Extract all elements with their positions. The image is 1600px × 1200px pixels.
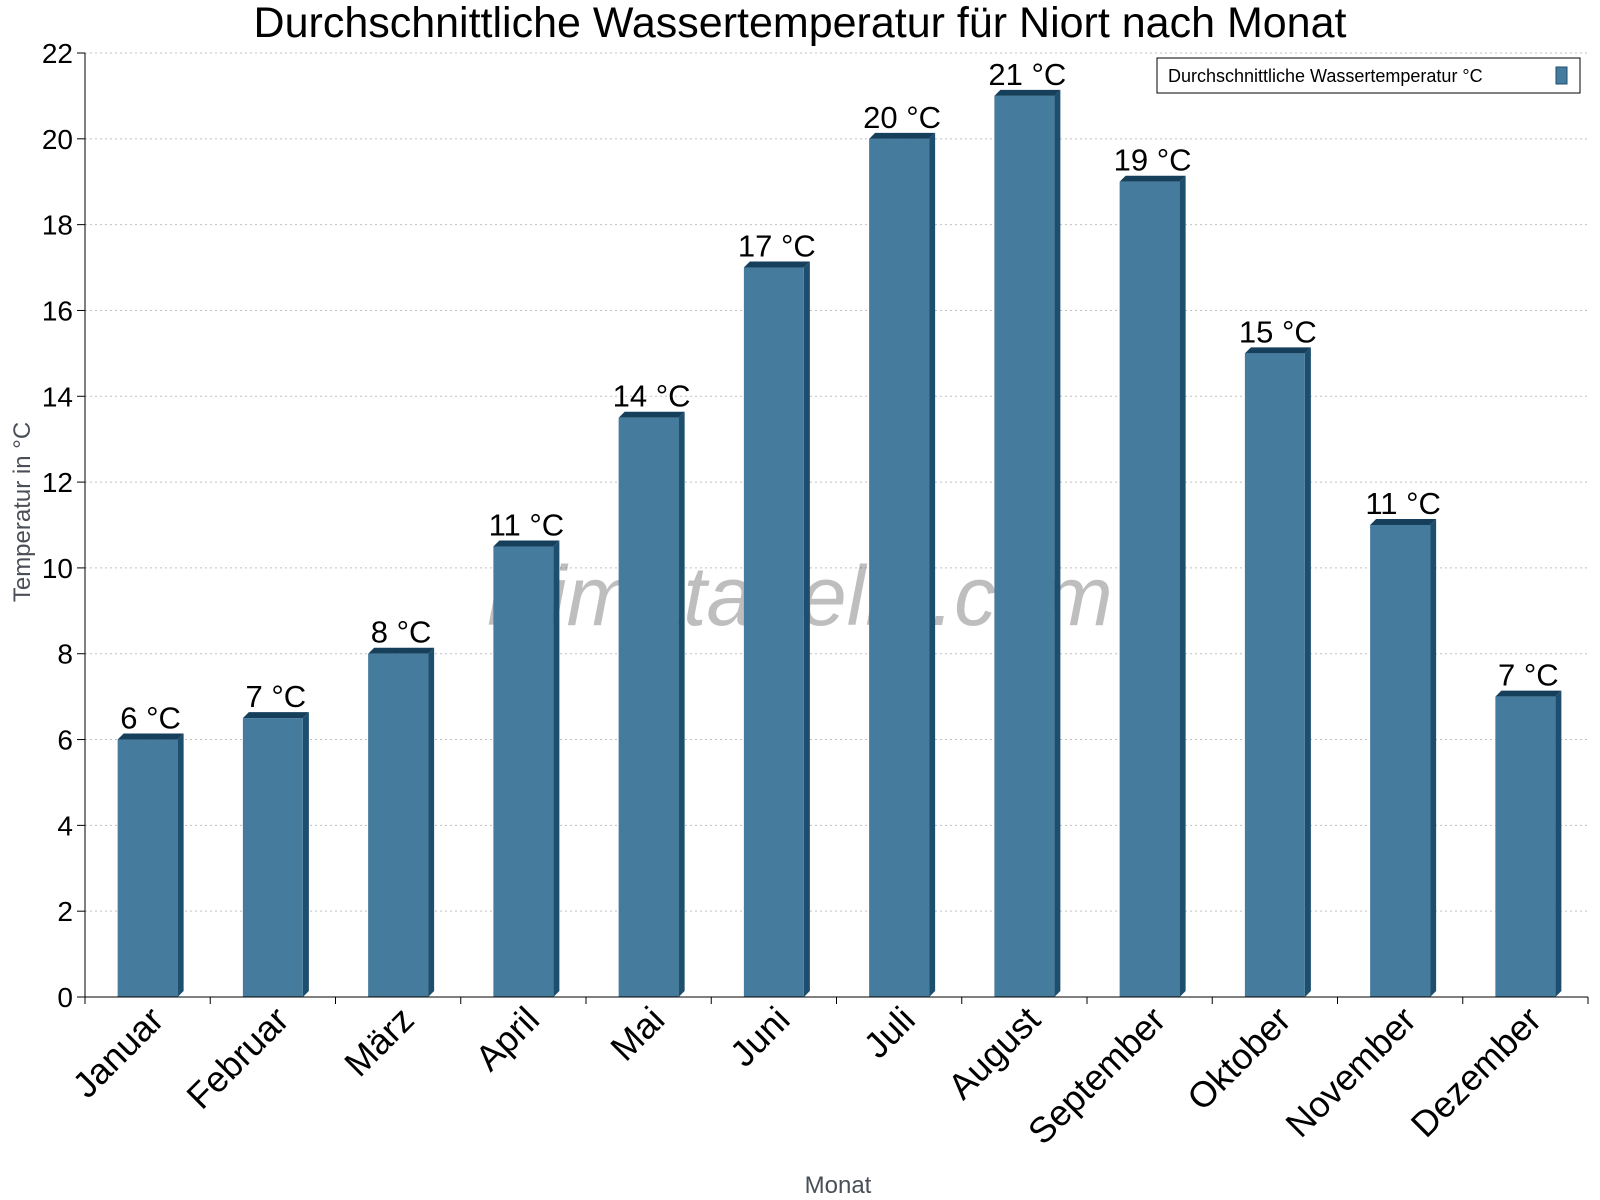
bar-10: 15 °C [1239,314,1317,997]
bar-side [803,261,810,998]
bar-face [869,138,930,997]
y-tick-label: 4 [57,810,73,841]
bar-top [869,132,936,139]
x-tick-label: März [336,999,422,1085]
legend-label: Durchschnittliche Wassertemperatur °C [1168,66,1483,86]
bars: 6 °C 7 °C 8 °C 11 °C 14 °C 17 °C 20 °C 21 °C 19 … [117,57,1562,998]
data-label: 15 °C [1239,314,1317,349]
bar-1: 6 °C [117,701,184,997]
bar-top [493,540,560,547]
bar-face [743,267,804,998]
bar-face [1495,696,1556,997]
bar-face [368,653,429,997]
bar-top [1119,175,1186,182]
bar-8: 21 °C [988,57,1066,998]
axes [84,53,1588,998]
chart-title: Durchschnittliche Wassertemperatur für N… [254,0,1347,47]
bar-side [553,540,560,997]
x-tick-label: Dezember [1403,999,1549,1145]
bar-9: 19 °C [1114,143,1192,997]
data-label: 8 °C [371,615,432,650]
data-label: 11 °C [1365,486,1441,521]
x-tick-label: August [940,999,1048,1107]
y-tick-label: 8 [57,639,73,670]
bar-side [1054,89,1061,998]
y-tick-label: 14 [42,381,73,412]
bar-face [493,546,554,997]
bar-face [242,718,303,997]
bar-11: 11 °C [1365,486,1441,997]
y-tick-label: 22 [42,38,73,69]
y-tick-label: 0 [57,982,73,1013]
bar-top [117,733,184,740]
bar-face [994,95,1055,998]
bar-top [994,89,1061,96]
x-tick-label: Mai [602,999,672,1069]
bar-side [678,411,685,997]
y-axis-ticks: 0 2 4 6 8 10 12 14 16 18 20 22 [42,38,85,1013]
data-label: 20 °C [863,100,941,135]
x-tick-label: September [1020,999,1174,1153]
bar-top [1370,519,1437,525]
legend: Durchschnittliche Wassertemperatur °C [1156,57,1581,94]
y-tick-label: 6 [57,725,73,756]
y-axis-title: Temperatur in °C [9,422,36,602]
data-label: 7 °C [1498,658,1559,693]
x-tick-label: Oktober [1179,999,1299,1119]
bar-side [929,132,936,997]
legend-box [1156,57,1581,94]
bar-side [1179,175,1186,997]
y-tick-label: 20 [42,124,73,155]
bar-side [1430,519,1437,997]
bar-12: 7 °C [1495,658,1562,997]
bar-face [1244,353,1305,997]
y-tick-label: 18 [42,210,73,241]
y-tick-label: 16 [42,295,73,326]
x-tick-label: November [1277,999,1423,1145]
data-label: 7 °C [246,679,307,714]
bar-top [743,261,810,268]
bar-side [1555,690,1562,997]
bar-top [1244,347,1311,354]
bar-side [1304,347,1311,997]
x-axis-title: Monat [805,1172,872,1199]
bar-2: 7 °C [242,679,309,997]
y-tick-label: 2 [57,896,73,927]
bar-5: 14 °C [613,379,691,997]
bar-face [1119,181,1180,997]
bar-7: 20 °C [863,100,941,997]
bar-top [618,411,685,418]
y-tick-label: 12 [42,467,73,498]
data-label: 21 °C [988,57,1066,92]
bar-top [1495,690,1562,697]
data-label: 11 °C [489,507,565,542]
data-label: 19 °C [1114,143,1192,178]
bar-face [618,417,679,997]
grid-lines [85,52,1588,912]
bar-face [1370,525,1431,997]
bar-6: 17 °C [738,229,816,998]
legend-swatch [1555,66,1568,85]
bar-side [428,647,435,997]
x-axis-ticks: Januar Februar März April Mai Juni Juli AugustS… [64,997,1589,1153]
x-tick-label: April [467,999,547,1079]
x-tick-label: Juni [722,999,798,1075]
bar-top [368,647,435,654]
bar-side [302,712,309,997]
x-tick-label: Juli [856,999,923,1066]
bar-top [242,712,309,719]
bar-face [117,739,178,997]
x-tick-label: Februar [178,999,296,1117]
bar-side [177,733,184,997]
x-tick-label: Januar [64,999,171,1106]
data-label: 17 °C [738,229,816,264]
data-label: 14 °C [613,379,691,414]
data-label: 6 °C [120,701,181,736]
y-tick-label: 10 [42,553,73,584]
bar-3: 8 °C [368,615,435,997]
bar-4: 11 °C [489,507,565,997]
